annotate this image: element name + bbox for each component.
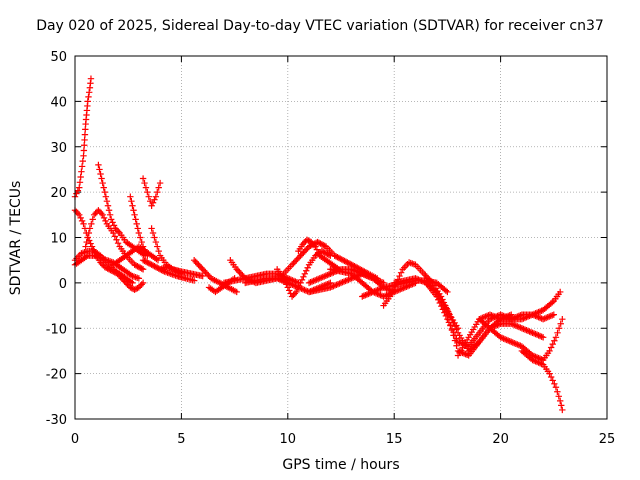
series-arc-30	[476, 315, 566, 364]
data-point-markers	[82, 207, 147, 273]
y-tick-label: 50	[50, 50, 67, 65]
series-arc-8	[127, 193, 151, 259]
y-tick-label: 20	[50, 186, 67, 201]
y-tick-label: -20	[46, 368, 67, 383]
data-point-markers	[476, 315, 566, 364]
axes: 0 5 10 15 20 25 -30 -20 -10 0 10 20 30 40 50	[46, 50, 616, 447]
data-markers	[71, 75, 566, 414]
plot-frame	[74, 55, 608, 420]
x-tick-label: 10	[280, 432, 297, 447]
y-tick-label: 40	[50, 95, 67, 110]
data-point-markers	[127, 193, 151, 259]
series-arc-9	[139, 175, 164, 209]
y-tick-label: -30	[46, 413, 67, 428]
y-axis-label: SDTVAR / TECUs	[8, 180, 24, 296]
data-point-markers	[295, 236, 343, 273]
series-arc-5	[82, 207, 147, 273]
series-arc-20	[295, 236, 343, 273]
series-arc-12	[156, 263, 206, 280]
y-tick-label: 10	[50, 232, 67, 247]
chart-title: Day 020 of 2025, Sidereal Day-to-day VTE…	[36, 18, 604, 34]
data-point-markers	[518, 347, 566, 414]
x-tick-label: 0	[71, 432, 79, 447]
data-point-markers	[433, 288, 547, 359]
data-point-markers	[327, 266, 419, 300]
series-arc-28	[433, 288, 547, 359]
x-tick-label: 20	[492, 432, 509, 447]
x-tick-label: 15	[386, 432, 403, 447]
y-tick-label: 0	[59, 277, 67, 292]
series-arc-6	[95, 161, 149, 259]
y-tick-label: 30	[50, 141, 67, 156]
series-arc-31	[518, 347, 566, 414]
data-point-markers	[156, 263, 206, 280]
data-point-markers	[139, 175, 164, 209]
x-tick-label: 25	[599, 432, 616, 447]
grid-lines	[75, 56, 607, 419]
data-point-markers	[95, 161, 149, 259]
series-arc-23	[327, 266, 419, 300]
y-tick-label: -10	[46, 322, 67, 337]
x-axis-label: GPS time / hours	[282, 457, 400, 473]
x-tick-label: 5	[177, 432, 185, 447]
